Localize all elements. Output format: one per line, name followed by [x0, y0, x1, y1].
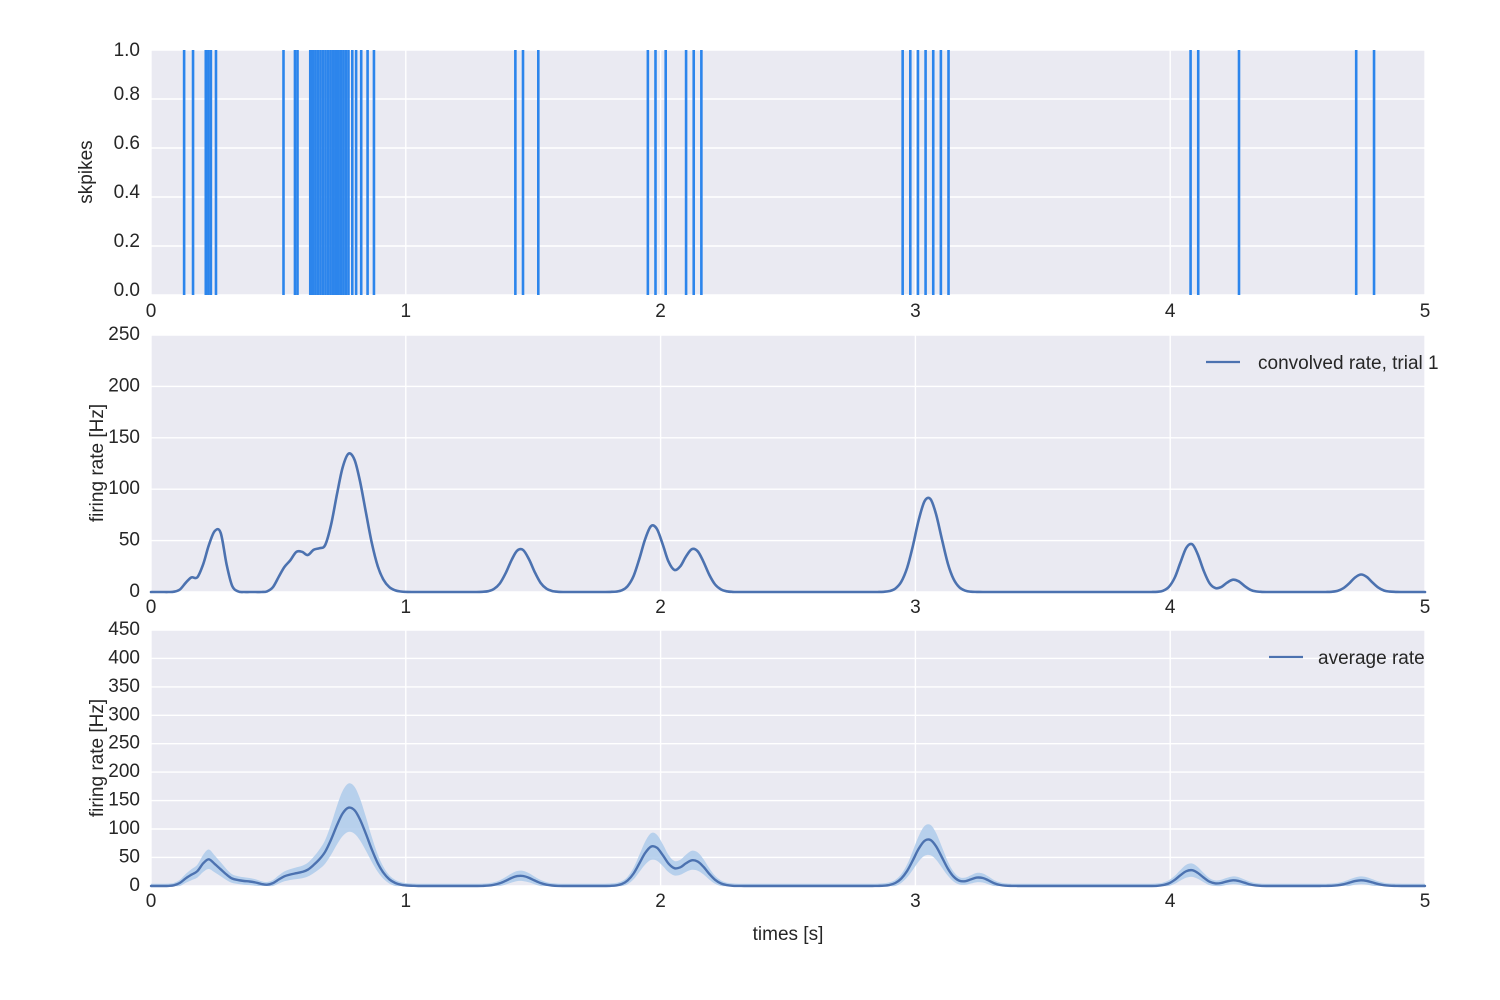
svg-text:times [s]: times [s]	[753, 924, 824, 945]
svg-text:300: 300	[108, 704, 140, 725]
svg-text:0: 0	[146, 891, 157, 912]
svg-text:1: 1	[401, 301, 412, 322]
svg-text:250: 250	[108, 324, 140, 345]
svg-text:2: 2	[655, 301, 666, 322]
svg-text:5: 5	[1420, 597, 1431, 618]
svg-text:150: 150	[108, 427, 140, 448]
svg-text:100: 100	[108, 818, 140, 839]
svg-text:firing rate [Hz]: firing rate [Hz]	[87, 404, 108, 522]
svg-text:3: 3	[910, 891, 921, 912]
svg-text:0.8: 0.8	[114, 84, 140, 105]
svg-text:4: 4	[1165, 597, 1176, 618]
svg-text:50: 50	[119, 846, 140, 867]
svg-text:50: 50	[119, 530, 140, 551]
svg-text:0: 0	[129, 581, 140, 602]
svg-text:2: 2	[655, 891, 666, 912]
svg-text:150: 150	[108, 790, 140, 811]
svg-text:0.6: 0.6	[114, 133, 140, 154]
svg-text:3: 3	[910, 597, 921, 618]
svg-text:5: 5	[1420, 891, 1431, 912]
svg-text:350: 350	[108, 676, 140, 697]
svg-text:convolved rate, trial 1: convolved rate, trial 1	[1258, 353, 1439, 374]
svg-text:average rate: average rate	[1318, 648, 1425, 669]
svg-text:200: 200	[108, 761, 140, 782]
svg-text:200: 200	[108, 375, 140, 396]
svg-text:100: 100	[108, 478, 140, 499]
svg-text:450: 450	[108, 619, 140, 640]
svg-text:0: 0	[129, 875, 140, 896]
svg-text:1.0: 1.0	[114, 40, 140, 61]
svg-text:0: 0	[146, 301, 157, 322]
svg-text:0.2: 0.2	[114, 231, 140, 252]
svg-text:firing rate [Hz]: firing rate [Hz]	[87, 699, 108, 817]
svg-text:0.0: 0.0	[114, 280, 140, 301]
svg-text:5: 5	[1420, 301, 1431, 322]
svg-text:4: 4	[1165, 301, 1176, 322]
svg-text:1: 1	[401, 597, 412, 618]
svg-text:0.4: 0.4	[114, 182, 141, 203]
svg-text:400: 400	[108, 647, 140, 668]
svg-text:3: 3	[910, 301, 921, 322]
svg-text:0: 0	[146, 597, 157, 618]
svg-text:skpikes: skpikes	[76, 140, 97, 203]
svg-text:1: 1	[401, 891, 412, 912]
svg-text:2: 2	[655, 597, 666, 618]
svg-text:4: 4	[1165, 891, 1176, 912]
svg-text:250: 250	[108, 733, 140, 754]
